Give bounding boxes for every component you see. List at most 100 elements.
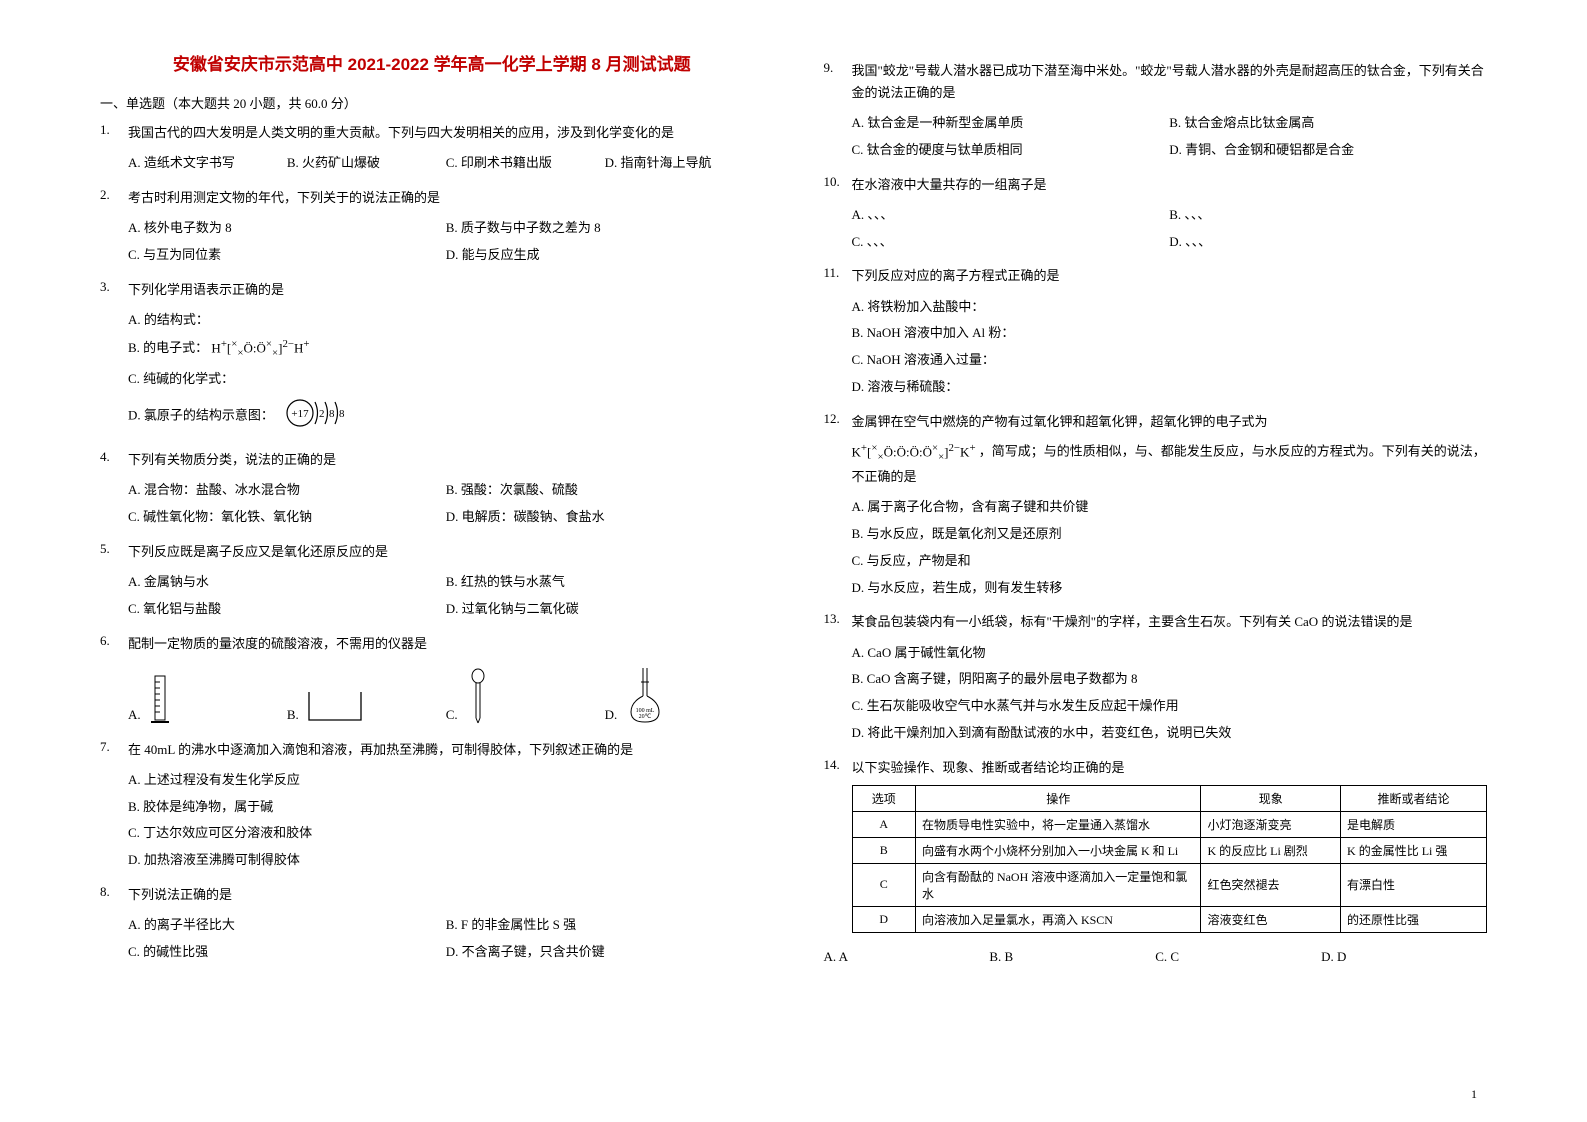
q2-opt-d: D. 能与反应生成 — [446, 242, 764, 269]
q6-opt-c: C. — [446, 661, 605, 729]
q4-num: 4. — [100, 449, 128, 531]
q5-text: 下列反应既是离子反应又是氧化还原反应的是 — [128, 541, 764, 563]
volumetric-flask-icon: 100 mL 20℃ — [623, 664, 667, 726]
th-conclusion: 推断或者结论 — [1341, 785, 1487, 811]
question-2: 2. 考古时利用测定文物的年代，下列关于的说法正确的是 A. 核外电子数为 8 … — [100, 187, 764, 269]
q9-opt-d: D. 青铜、合金钢和硬铝都是合金 — [1169, 137, 1487, 164]
q14-final-b: B. B — [989, 949, 1155, 965]
question-4: 4. 下列有关物质分类，说法的正确的是 A. 混合物：盐酸、冰水混合物 B. 强… — [100, 449, 764, 531]
graduated-cylinder-icon — [147, 672, 173, 726]
q11-opt-a: A. 将铁粉加入盐酸中： — [852, 294, 1488, 321]
q7-opt-c: C. 丁达尔效应可区分溶液和胶体 — [128, 820, 764, 847]
experiment-table: 选项 操作 现象 推断或者结论 A 在物质导电性实验中，将一定量通入蒸馏水 小灯… — [852, 785, 1488, 933]
q14-final-d: D. D — [1321, 949, 1487, 965]
q11-opt-c: C. NaOH 溶液通入过量： — [852, 347, 1488, 374]
question-7: 7. 在 40mL 的沸水中逐滴加入滴饱和溶液，再加热至沸腾，可制得胶体，下列叙… — [100, 739, 764, 874]
q2-text: 考古时利用测定文物的年代，下列关于的说法正确的是 — [128, 187, 764, 209]
q4-opt-b: B. 强酸：次氯酸、硫酸 — [446, 477, 764, 504]
q1-opt-c: C. 印刷术书籍出版 — [446, 150, 605, 177]
q1-opt-a: A. 造纸术文字书写 — [128, 150, 287, 177]
table-row: C 向含有酚酞的 NaOH 溶液中逐滴加入一定量饱和氯水 红色突然褪去 有漂白性 — [852, 863, 1487, 906]
svg-text:2: 2 — [319, 408, 325, 420]
question-12: 12. 金属钾在空气中燃烧的产物有过氧化钾和超氧化钾，超氧化钾的电子式为 K+[… — [824, 411, 1488, 602]
q9-text: 我国"蛟龙"号载人潜水器已成功下潜至海中米处。"蛟龙"号载人潜水器的外壳是耐超高… — [852, 60, 1488, 104]
q7-text: 在 40mL 的沸水中逐滴加入滴饱和溶液，再加热至沸腾，可制得胶体，下列叙述正确… — [128, 739, 764, 761]
q10-num: 10. — [824, 174, 852, 256]
q12-formula-line: K+[××Ö:Ö:Ö:Ö××]2−K+ ，简写成；与的性质相似，与、都能发生反应… — [852, 439, 1488, 488]
q7-num: 7. — [100, 739, 128, 874]
question-11: 11. 下列反应对应的离子方程式正确的是 A. 将铁粉加入盐酸中： B. NaO… — [824, 265, 1488, 400]
question-10: 10. 在水溶液中大量共存的一组离子是 A. 、、、 B. 、、、 C. 、、、… — [824, 174, 1488, 256]
th-option: 选项 — [852, 785, 915, 811]
q9-num: 9. — [824, 60, 852, 164]
q3-num: 3. — [100, 279, 128, 440]
q4-opt-a: A. 混合物：盐酸、冰水混合物 — [128, 477, 446, 504]
q1-text: 我国古代的四大发明是人类文明的重大贡献。下列与四大发明相关的应用，涉及到化学变化… — [128, 122, 764, 144]
q10-opt-b: B. 、、、 — [1169, 202, 1487, 229]
table-row: B 向盛有水两个小烧杯分别加入一小块金属 K 和 Li K 的反应比 Li 剧烈… — [852, 837, 1487, 863]
q3-text: 下列化学用语表示正确的是 — [128, 279, 764, 301]
svg-text:20℃: 20℃ — [639, 714, 652, 720]
q11-opt-d: D. 溶液与稀硫酸： — [852, 374, 1488, 401]
section-heading: 一、单选题（本大题共 20 小题，共 60.0 分） — [100, 93, 764, 112]
q4-opt-c: C. 碱性氧化物：氧化铁、氧化钠 — [128, 504, 446, 531]
q7-opt-d: D. 加热溶液至沸腾可制得胶体 — [128, 847, 764, 874]
table-row: A 在物质导电性实验中，将一定量通入蒸馏水 小灯泡逐渐变亮 是电解质 — [852, 811, 1487, 837]
q10-opt-c: C. 、、、 — [852, 229, 1170, 256]
th-operation: 操作 — [915, 785, 1201, 811]
svg-text:+17: +17 — [292, 408, 310, 420]
q12-opt-b: B. 与水反应，既是氧化剂又是还原剂 — [852, 521, 1488, 548]
q13-num: 13. — [824, 611, 852, 746]
question-6: 6. 配制一定物质的量浓度的硫酸溶液，不需用的仪器是 A. — [100, 633, 764, 729]
trough-icon — [305, 686, 365, 726]
q1-num: 1. — [100, 122, 128, 177]
page-number: 1 — [1471, 1087, 1477, 1102]
q12-opt-a: A. 属于离子化合物，含有离子键和共价键 — [852, 494, 1488, 521]
question-5: 5. 下列反应既是离子反应又是氧化还原反应的是 A. 金属钠与水 B. 红热的铁… — [100, 541, 764, 623]
q8-opt-d: D. 不含离子键，只含共价键 — [446, 939, 764, 966]
question-13: 13. 某食品包装袋内有一小纸袋，标有"干燥剂"的字样，主要含生石灰。下列有关 … — [824, 611, 1488, 746]
q3-opt-b: B. 的电子式： H+[××Ö:Ö××]2−H+ — [128, 333, 764, 365]
q7-opt-a: A. 上述过程没有发生化学反应 — [128, 767, 764, 794]
atom-structure-icon: +17 2 8 8 — [283, 396, 353, 437]
q6-text: 配制一定物质的量浓度的硫酸溶液，不需用的仪器是 — [128, 633, 764, 655]
q13-opt-c: C. 生石灰能吸收空气中水蒸气并与水发生反应起干燥作用 — [852, 693, 1488, 720]
question-8: 8. 下列说法正确的是 A. 的离子半径比大 B. F 的非金属性比 S 强 C… — [100, 884, 764, 966]
q2-opt-b: B. 质子数与中子数之差为 8 — [446, 215, 764, 242]
q14-num: 14. — [824, 757, 852, 939]
q8-num: 8. — [100, 884, 128, 966]
q14-text: 以下实验操作、现象、推断或者结论均正确的是 — [852, 757, 1488, 779]
q13-opt-b: B. CaO 含离子键，阴阳离子的最外层电子数都为 8 — [852, 666, 1488, 693]
q10-opt-a: A. 、、、 — [852, 202, 1170, 229]
q4-opt-d: D. 电解质：碳酸钠、食盐水 — [446, 504, 764, 531]
q8-text: 下列说法正确的是 — [128, 884, 764, 906]
question-3: 3. 下列化学用语表示正确的是 A. 的结构式： B. 的电子式： H+[××Ö… — [100, 279, 764, 440]
q13-opt-a: A. CaO 属于碱性氧化物 — [852, 640, 1488, 667]
q11-num: 11. — [824, 265, 852, 400]
q1-opt-b: B. 火药矿山爆破 — [287, 150, 446, 177]
q8-opt-a: A. 的离子半径比大 — [128, 912, 446, 939]
q6-opt-b: B. — [287, 661, 446, 729]
q6-opt-d: D. 100 mL 20℃ — [605, 661, 764, 729]
q5-opt-a: A. 金属钠与水 — [128, 569, 446, 596]
q9-opt-b: B. 钛合金熔点比钛金属高 — [1169, 110, 1487, 137]
q12-opt-d: D. 与水反应，若生成，则有发生转移 — [852, 575, 1488, 602]
q12-opt-c: C. 与反应，产物是和 — [852, 548, 1488, 575]
q14-final-options: A. A B. B C. C D. D — [824, 949, 1488, 965]
q13-text: 某食品包装袋内有一小纸袋，标有"干燥剂"的字样，主要含生石灰。下列有关 CaO … — [852, 611, 1488, 633]
q2-opt-a: A. 核外电子数为 8 — [128, 215, 446, 242]
question-1: 1. 我国古代的四大发明是人类文明的重大贡献。下列与四大发明相关的应用，涉及到化… — [100, 122, 764, 177]
q12-num: 12. — [824, 411, 852, 602]
q8-opt-c: C. 的碱性比强 — [128, 939, 446, 966]
q10-text: 在水溶液中大量共存的一组离子是 — [852, 174, 1488, 196]
electron-formula: H+[××Ö:Ö××]2−H+ — [211, 336, 309, 362]
q5-opt-c: C. 氧化铝与盐酸 — [128, 596, 446, 623]
q7-opt-b: B. 胶体是纯净物，属于碱 — [128, 794, 764, 821]
q5-opt-d: D. 过氧化钠与二氧化碳 — [446, 596, 764, 623]
q3-opt-d: D. 氯原子的结构示意图： +17 2 8 8 — [128, 393, 764, 440]
q2-opt-c: C. 与互为同位素 — [128, 242, 446, 269]
q5-opt-b: B. 红热的铁与水蒸气 — [446, 569, 764, 596]
q3-opt-a: A. 的结构式： — [128, 307, 764, 334]
exam-title: 安徽省安庆市示范高中 2021-2022 学年高一化学上学期 8 月测试试题 — [100, 50, 764, 75]
q8-opt-b: B. F 的非金属性比 S 强 — [446, 912, 764, 939]
